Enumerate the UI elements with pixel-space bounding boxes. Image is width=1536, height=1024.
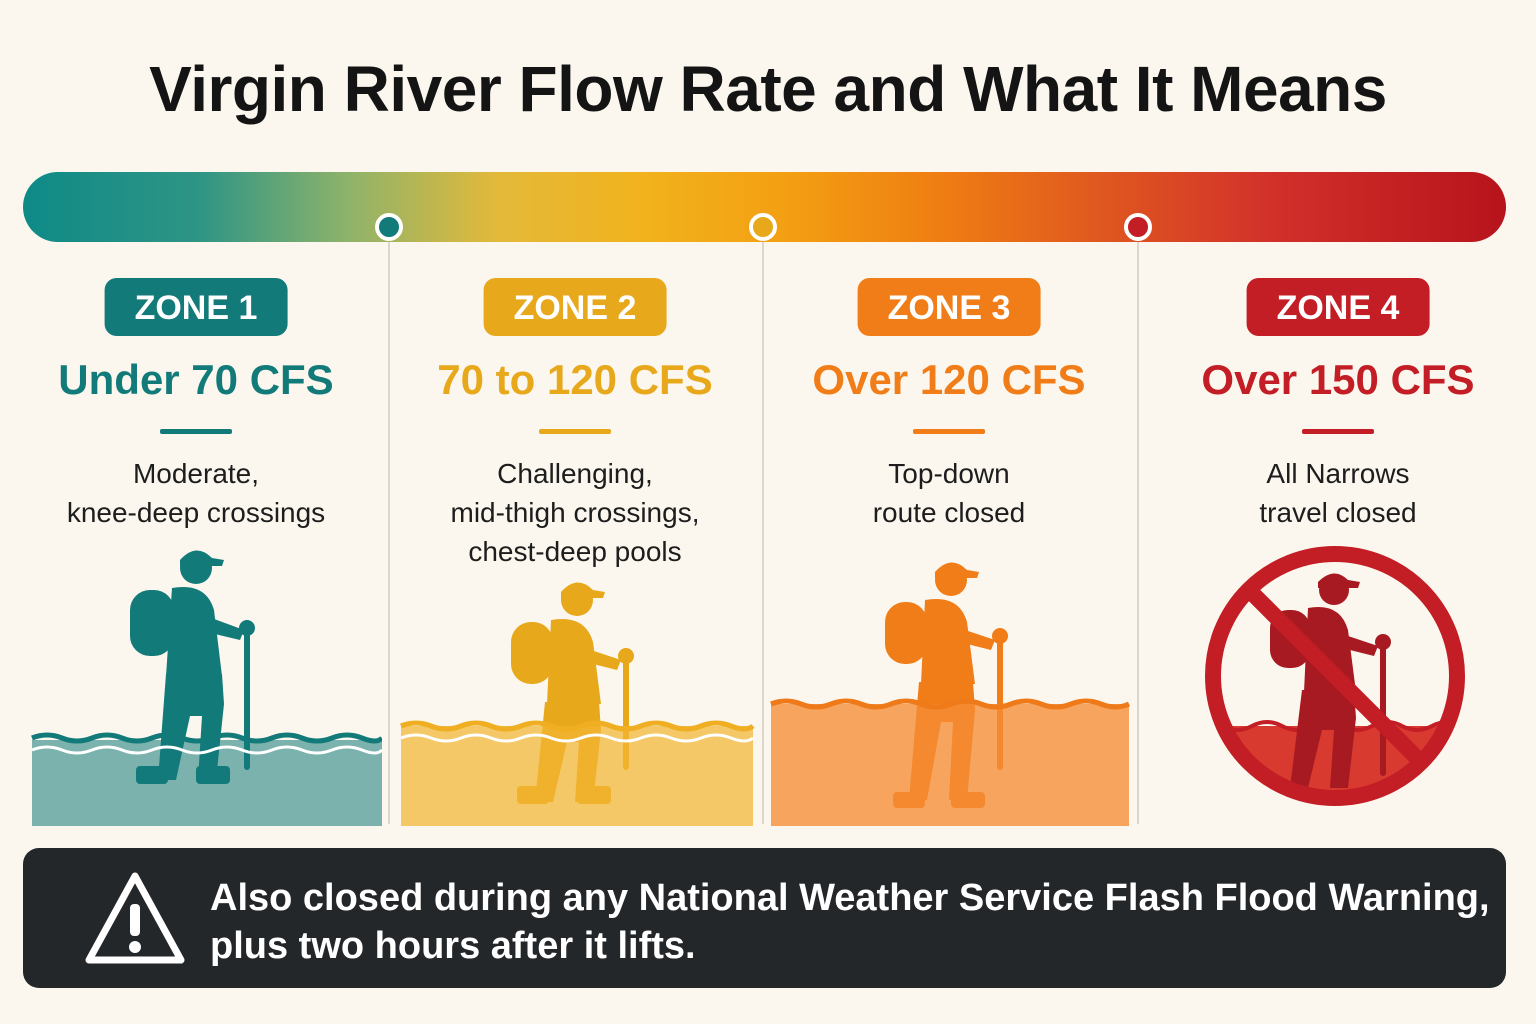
zone-description: Top-down route closed: [763, 454, 1135, 532]
zone-2-card: ZONE 2 70 to 120 CFS Challenging, mid-th…: [389, 278, 761, 826]
zone-1-card: ZONE 1 Under 70 CFS Moderate, knee-deep …: [10, 278, 382, 826]
zone-description-line: Top-down: [888, 458, 1010, 489]
zone-description: Moderate, knee-deep crossings: [10, 454, 382, 532]
hiker-waist-deep-icon: [770, 562, 1131, 826]
zone-description: Challenging, mid-thigh crossings, chest-…: [389, 454, 761, 571]
zone-badge: ZONE 2: [483, 278, 667, 336]
zone-description-line: chest-deep pools: [468, 536, 682, 567]
zone-badge: ZONE 3: [857, 278, 1041, 336]
zone-rule: [160, 429, 232, 434]
zone-description-line: knee-deep crossings: [66, 497, 326, 528]
warning-line: Also closed during any National Weather …: [210, 877, 1490, 919]
zone-description-line: route closed: [872, 497, 1026, 528]
column-divider: [388, 242, 390, 824]
zone-flow-rate: 70 to 120 CFS: [437, 356, 713, 403]
zone-rule: [539, 429, 611, 434]
zone-rule: [913, 429, 985, 434]
zone-marker-3: [1124, 213, 1152, 241]
zone-flow-rate: Under 70 CFS: [58, 356, 334, 403]
warning-message: Also closed during any National Weather …: [210, 874, 1490, 970]
zone-rule: [1302, 429, 1374, 434]
zone-flow-rate: Over 120 CFS: [812, 356, 1086, 403]
warning-triangle-icon: [85, 872, 185, 964]
page-title: Virgin River Flow Rate and What It Means: [149, 53, 1387, 125]
zone-flow-rate: Over 150 CFS: [1201, 356, 1475, 403]
flash-flood-warning-banner: Also closed during any National Weather …: [23, 848, 1506, 988]
no-entry-hiker-icon: [1205, 546, 1465, 806]
zone-badge: ZONE 4: [1246, 278, 1430, 336]
warning-line: plus two hours after it lifts.: [210, 925, 696, 967]
zone-4-card: ZONE 4 Over 150 CFS All Narrows travel c…: [1152, 278, 1524, 826]
zone-description: All Narrows travel closed: [1152, 454, 1524, 532]
zone-description-line: Moderate,: [132, 458, 260, 489]
zone-description-line: mid-thigh crossings,: [450, 497, 700, 528]
zone-marker-1: [375, 213, 403, 241]
zone-description-line: All Narrows: [1266, 458, 1410, 489]
zone-3-card: ZONE 3 Over 120 CFS Top-down route close…: [763, 278, 1135, 826]
hiker-mid-thigh-icon: [400, 582, 755, 826]
hiker-knee-deep-icon: [31, 550, 382, 826]
zone-description-line: Challenging,: [497, 458, 653, 489]
zone-marker-2: [749, 213, 777, 241]
column-divider: [762, 242, 764, 824]
column-divider: [1137, 242, 1139, 824]
zone-description-line: travel closed: [1259, 497, 1417, 528]
zone-badge: ZONE 1: [104, 278, 288, 336]
